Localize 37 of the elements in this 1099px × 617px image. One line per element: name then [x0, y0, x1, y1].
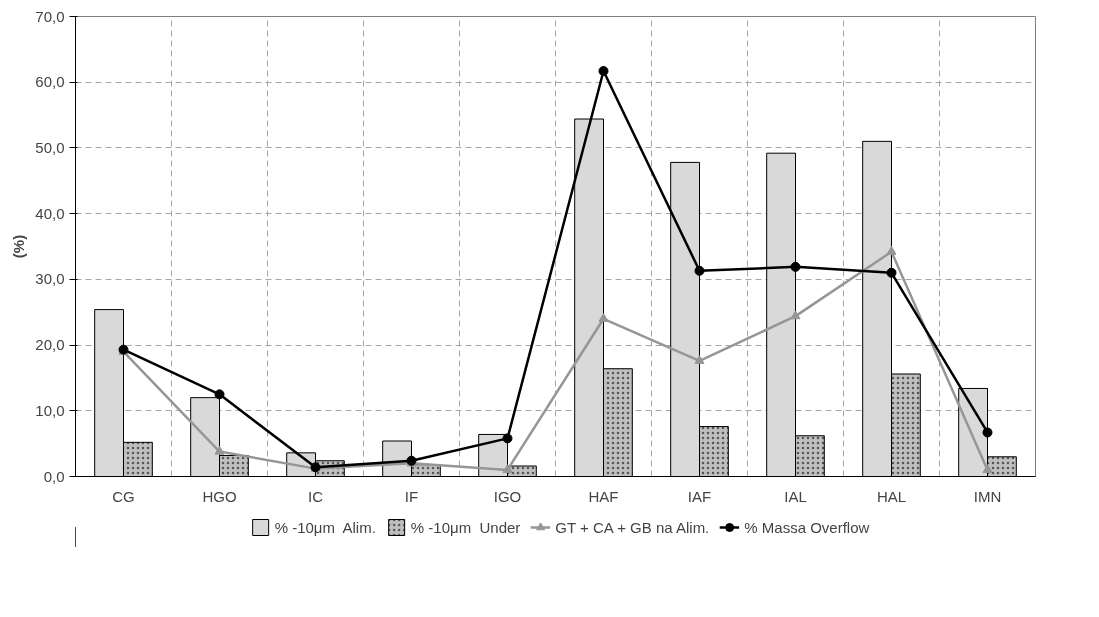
x-tick-label: IGO — [493, 487, 522, 505]
point — [598, 313, 609, 322]
legend-label: GT + CA + GB na Alim. — [555, 518, 710, 536]
point — [214, 389, 225, 400]
point — [982, 427, 993, 438]
y-axis-title: (%) — [10, 234, 28, 259]
y-tick-label: 70,0 — [35, 7, 65, 25]
x-tick-label: HAF — [588, 487, 619, 505]
x-tick-label: IC — [308, 487, 324, 505]
point — [982, 464, 993, 474]
y-tick-label: 10,0 — [35, 401, 65, 419]
y-tick-label: 20,0 — [35, 336, 65, 354]
point — [790, 261, 801, 272]
point — [886, 246, 897, 255]
point — [502, 433, 513, 444]
x-tick-label: HGO — [202, 487, 237, 505]
y-tick-label: 60,0 — [35, 73, 65, 91]
point — [502, 464, 513, 474]
x-tick-label: IAL — [784, 487, 807, 505]
legend-label: % -10μm Under — [410, 518, 521, 536]
x-tick-label: IAF — [687, 487, 712, 505]
y-tick-label: 40,0 — [35, 204, 65, 222]
legend-label: % Massa Overflow — [744, 518, 870, 536]
y-tick-label: 50,0 — [35, 138, 65, 156]
x-tick-label: CG — [112, 487, 135, 505]
x-tick-label: IF — [404, 487, 419, 505]
point — [694, 265, 705, 276]
point — [790, 310, 801, 320]
y-tick-label: 30,0 — [35, 270, 65, 288]
y-tick-label: 0,0 — [43, 467, 65, 485]
x-tick-label: IMN — [973, 487, 1002, 505]
point — [214, 445, 225, 455]
point — [886, 267, 897, 278]
point — [598, 66, 609, 77]
point — [694, 355, 705, 364]
legend-label: % -10μm Alim. — [274, 518, 376, 536]
x-tick-label: HAL — [876, 487, 907, 505]
